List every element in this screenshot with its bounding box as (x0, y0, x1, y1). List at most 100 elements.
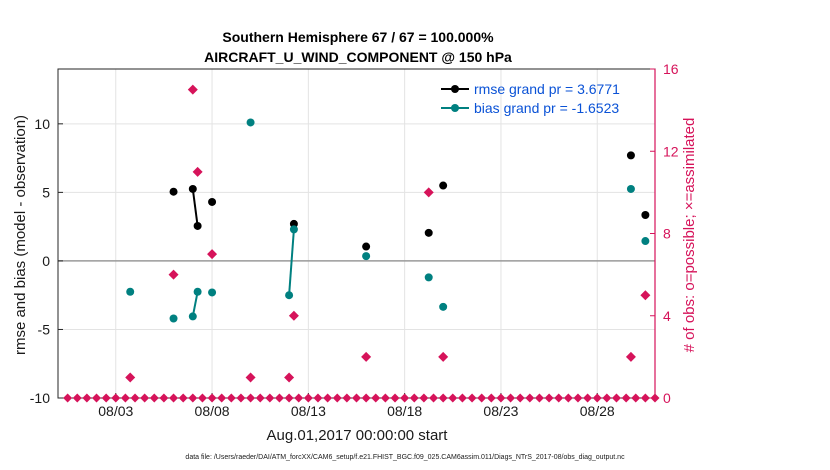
rmse-point-6 (424, 228, 433, 237)
bias-line-segment-1 (288, 229, 295, 296)
zero-count-marker-33 (380, 393, 390, 403)
zero-count-marker-43 (477, 393, 487, 403)
bias-point-0 (126, 287, 135, 296)
zero-count-marker-27 (323, 393, 333, 403)
zero-count-marker-48 (525, 393, 535, 403)
zero-count-marker-38 (429, 393, 439, 403)
bias-point-7 (289, 225, 298, 234)
zero-count-marker-29 (342, 393, 352, 403)
x-tick-label-3: 08/18 (387, 403, 422, 419)
rmse-point-2 (193, 221, 202, 230)
count-marker-6 (284, 372, 295, 383)
zero-count-marker-32 (371, 393, 381, 403)
zero-count-marker-26 (313, 393, 323, 403)
zero-count-marker-12 (178, 393, 188, 403)
legend-label-rmse: rmse grand pr = 3.6771 (474, 81, 620, 97)
left-y-tick-label-3: 5 (42, 184, 50, 200)
zero-count-marker-30 (352, 393, 361, 403)
zero-count-marker-35 (400, 393, 410, 403)
x-tick-label-0: 08/03 (98, 403, 133, 419)
bias-point-12 (641, 237, 650, 246)
count-marker-0 (125, 372, 136, 383)
plot-background (58, 69, 655, 398)
zero-count-marker-8 (140, 393, 150, 403)
zero-count-marker-18 (236, 393, 246, 403)
count-marker-12 (640, 290, 651, 301)
zero-count-marker-0 (63, 393, 73, 403)
bias-point-1 (169, 314, 178, 323)
count-marker-5 (245, 372, 256, 383)
bias-point-4 (208, 288, 217, 297)
count-marker-9 (423, 187, 434, 198)
zero-count-marker-14 (197, 393, 207, 403)
legend-marker-rmse (451, 85, 459, 93)
zero-count-marker-45 (496, 393, 506, 403)
plot-area: 08/03 08/08 08/13 08/18 08/23 08/28 -10 -5 0 5 10 0… (30, 61, 679, 419)
zero-count-marker-61 (650, 393, 660, 403)
zero-count-marker-4 (101, 393, 111, 403)
count-marker-1 (168, 269, 179, 280)
zero-count-marker-36 (409, 393, 419, 403)
legend: rmse grand pr = 3.6771 bias grand pr = -1… (441, 81, 620, 116)
count-marker-3 (192, 166, 203, 177)
zero-count-marker-52 (563, 393, 573, 403)
zero-count-marker-50 (544, 393, 554, 403)
x-axis-label: Aug.01,2017 00:00:00 start (267, 427, 449, 444)
right-y-tick-label-3: 12 (663, 143, 679, 159)
left-y-tick-label-0: -10 (30, 390, 50, 406)
legend-label-bias: bias grand pr = -1.6523 (474, 100, 619, 116)
zero-count-marker-17 (226, 393, 236, 403)
left-y-tick-label-2: 0 (42, 253, 50, 269)
x-tick-label-1: 08/08 (195, 403, 230, 419)
rmse-point-8 (626, 151, 635, 160)
zero-count-marker-23 (284, 393, 294, 403)
zero-count-marker-13 (188, 393, 198, 403)
chart-title-line2: AIRCRAFT_U_WIND_COMPONENT @ 150 hPa (204, 49, 512, 65)
bias-point-6 (285, 291, 294, 300)
zero-count-marker-11 (169, 393, 179, 403)
legend-marker-bias (451, 104, 459, 112)
bias-point-2 (188, 312, 197, 321)
zero-count-marker-58 (621, 393, 631, 403)
zero-count-marker-20 (255, 393, 265, 403)
x-tick-label-4: 08/23 (483, 403, 518, 419)
rmse-point-5 (362, 242, 371, 251)
zero-count-marker-60 (640, 393, 650, 403)
zero-count-marker-16 (217, 393, 227, 403)
bias-line-segment-0 (191, 291, 199, 317)
bias-point-8 (362, 252, 371, 261)
zero-count-marker-46 (506, 393, 516, 403)
count-marker-11 (625, 351, 636, 362)
chart-title-line1: Southern Hemisphere 67 / 67 = 100.000% (222, 29, 494, 45)
zero-count-marker-7 (130, 393, 140, 403)
left-y-tick-label-4: 10 (34, 116, 50, 132)
zero-count-marker-49 (534, 393, 544, 403)
rmse-point-1 (188, 184, 197, 193)
rmse-line-segment-0 (191, 188, 199, 227)
count-marker-4 (207, 249, 218, 260)
zero-count-marker-39 (438, 393, 448, 403)
zero-count-marker-25 (303, 393, 313, 403)
bias-point-10 (439, 302, 448, 311)
right-y-axis-label: # of obs: o=possible; ×=assimilated (681, 118, 698, 353)
zero-count-marker-3 (92, 393, 102, 403)
left-y-axis-label: rmse and bias (model - observation) (12, 115, 29, 355)
right-y-tick-label-1: 4 (663, 308, 671, 324)
zero-count-marker-21 (265, 393, 275, 403)
rmse-point-3 (208, 197, 217, 206)
zero-count-marker-59 (631, 393, 641, 403)
bias-point-11 (626, 184, 635, 193)
zero-count-marker-34 (390, 393, 400, 403)
zero-count-marker-22 (274, 393, 284, 403)
zero-count-marker-10 (159, 393, 169, 403)
data-file-footnote: data file: /Users/raeder/DAI/ATM_forcXX/… (185, 454, 625, 461)
bias-point-5 (246, 118, 255, 127)
zero-count-marker-9 (149, 393, 159, 403)
zero-count-marker-41 (457, 393, 467, 403)
count-marker-7 (288, 310, 299, 321)
count-marker-8 (361, 351, 372, 362)
bias-point-3 (193, 287, 202, 296)
left-y-tick-label-1: -5 (38, 321, 51, 337)
zero-count-marker-51 (554, 393, 564, 403)
